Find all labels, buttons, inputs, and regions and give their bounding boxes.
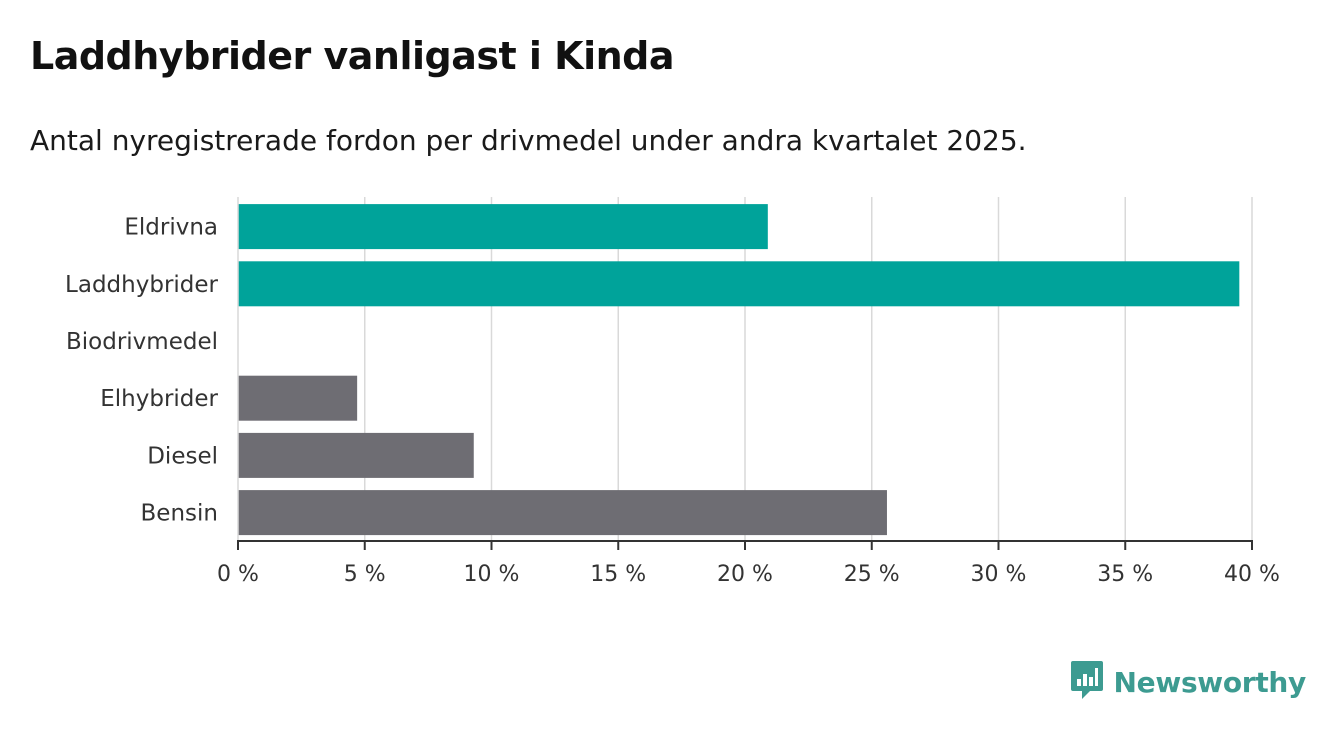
- bar-laddhybrider: [238, 261, 1240, 307]
- x-tick-label: 5 %: [344, 562, 386, 587]
- x-tick-label: 15 %: [590, 562, 646, 587]
- x-tick-label: 40 %: [1224, 562, 1280, 587]
- bar-eldrivna: [238, 204, 768, 250]
- bar-elhybrider: [238, 375, 358, 421]
- category-label: Laddhybrider: [65, 272, 218, 298]
- x-tick-label: 20 %: [717, 562, 773, 587]
- brand-name: Newsworthy: [1113, 665, 1307, 699]
- x-tick-label: 0 %: [217, 562, 259, 587]
- bar-bensin: [238, 490, 887, 536]
- x-tick-label: 35 %: [1097, 562, 1153, 587]
- category-label: Elhybrider: [100, 386, 218, 412]
- category-label: Diesel: [147, 443, 218, 469]
- x-tick-label: 30 %: [971, 562, 1027, 587]
- bars: [238, 204, 1240, 536]
- category-label: Biodrivmedel: [66, 329, 218, 355]
- brand-logo[interactable]: Newsworthy: [1070, 660, 1306, 704]
- chart-title: Laddhybrider vanligast i Kinda: [30, 34, 675, 78]
- bar-chart: Eldrivna Laddhybrider Biodrivmedel Elhybrid…: [65, 197, 1280, 587]
- category-label: Eldrivna: [124, 215, 218, 241]
- chart-subtitle: Antal nyregistrerade fordon per drivmede…: [30, 124, 1027, 157]
- category-labels: Eldrivna Laddhybrider Biodrivmedel Elhybrid…: [65, 215, 218, 527]
- newsworthy-logo-icon: [1070, 659, 1104, 705]
- grid-lines: [364, 197, 1253, 541]
- category-label: Bensin: [141, 501, 218, 527]
- x-axis: 0 % 5 % 10 % 15 % 20 % 25 % 30 % 35 % 40 %: [217, 197, 1280, 587]
- x-tick-label: 25 %: [844, 562, 900, 587]
- x-tick-label: 10 %: [464, 562, 520, 587]
- bar-diesel: [238, 432, 474, 478]
